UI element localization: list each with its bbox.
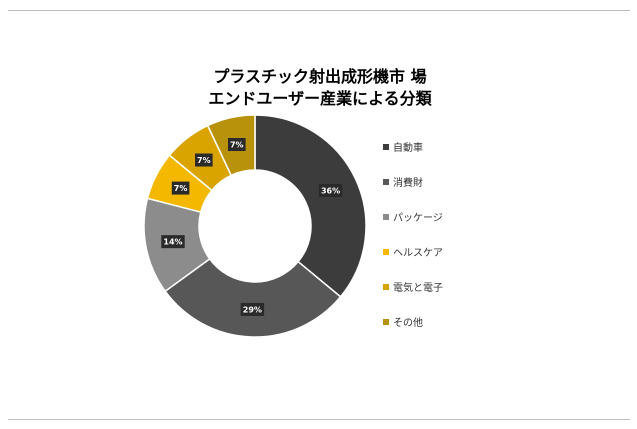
legend-swatch bbox=[383, 213, 389, 220]
data-label-0: 36% bbox=[318, 183, 343, 197]
chart-title: プラスチック射出成形機市 場 エンドユーザー産業による分類 bbox=[140, 66, 500, 110]
legend-label: 消費財 bbox=[393, 178, 423, 189]
legend-item-1: 消費財 bbox=[383, 164, 443, 199]
data-label-3: 7% bbox=[171, 181, 190, 195]
legend-item-3: ヘルスケア bbox=[383, 234, 443, 269]
legend-item-2: パッケージ bbox=[383, 199, 443, 234]
legend-swatch bbox=[383, 318, 389, 325]
svg-text:14%: 14% bbox=[163, 238, 182, 247]
legend-item-0: 自動車 bbox=[383, 129, 443, 164]
legend-label: その他 bbox=[393, 318, 423, 329]
slice-0 bbox=[254, 114, 367, 298]
svg-text:7%: 7% bbox=[174, 184, 188, 193]
data-label-4: 7% bbox=[195, 153, 213, 167]
legend-swatch bbox=[383, 178, 389, 185]
bottom-divider bbox=[8, 419, 630, 420]
legend-label: 自動車 bbox=[393, 143, 423, 154]
chart-title-line-2: エンドユーザー産業による分類 bbox=[208, 89, 432, 108]
svg-text:7%: 7% bbox=[230, 141, 244, 150]
svg-text:7%: 7% bbox=[197, 156, 211, 165]
chart-legend: 自動車消費財パッケージヘルスケア電気と電子その他 bbox=[383, 129, 443, 339]
svg-text:29%: 29% bbox=[243, 305, 262, 314]
data-label-1: 29% bbox=[240, 302, 265, 316]
legend-swatch bbox=[383, 143, 389, 150]
data-label-2: 14% bbox=[161, 235, 185, 249]
chart-title-line-1: プラスチック射出成形機市 場 bbox=[213, 67, 427, 86]
legend-label: ヘルスケア bbox=[393, 248, 443, 259]
svg-text:36%: 36% bbox=[321, 186, 340, 195]
legend-swatch bbox=[383, 248, 389, 255]
data-label-5: 7% bbox=[227, 138, 246, 152]
slice-1 bbox=[164, 257, 342, 338]
legend-label: 電気と電子 bbox=[393, 283, 443, 294]
legend-item-5: その他 bbox=[383, 304, 443, 339]
legend-item-4: 電気と電子 bbox=[383, 269, 443, 304]
top-divider bbox=[8, 10, 630, 11]
legend-label: パッケージ bbox=[393, 213, 443, 224]
legend-swatch bbox=[383, 283, 389, 290]
